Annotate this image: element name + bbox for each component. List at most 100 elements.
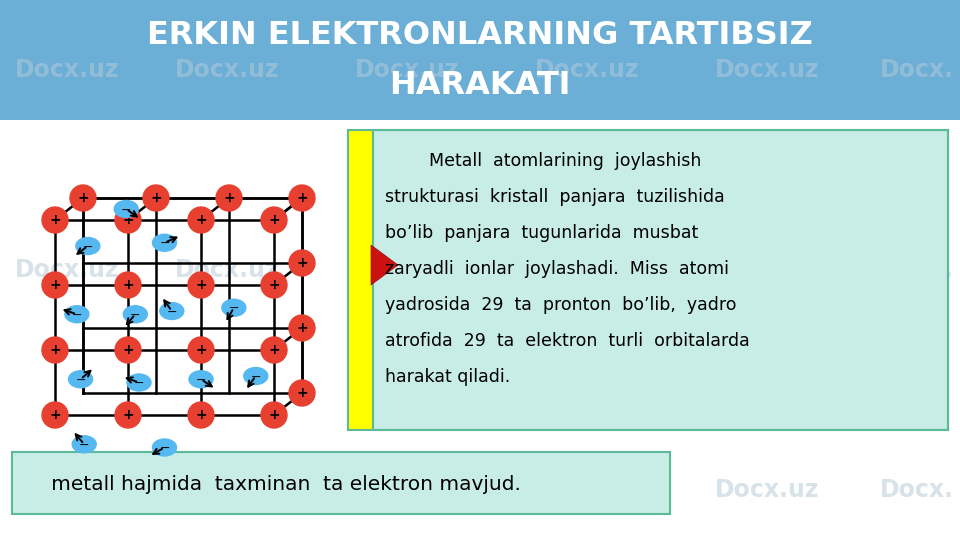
Text: −: − xyxy=(166,306,177,319)
Text: +: + xyxy=(268,213,279,227)
Circle shape xyxy=(115,207,141,233)
Text: Docx.uz: Docx.uz xyxy=(715,58,820,82)
Text: −: − xyxy=(133,377,144,390)
Text: +: + xyxy=(195,408,206,422)
Text: Docx.: Docx. xyxy=(880,478,954,502)
FancyBboxPatch shape xyxy=(348,130,373,430)
Text: +: + xyxy=(122,213,133,227)
Text: −: − xyxy=(159,237,170,250)
Ellipse shape xyxy=(65,306,89,323)
Circle shape xyxy=(188,402,214,428)
Text: ERKIN ELEKTRONLARNING TARTIBSIZ: ERKIN ELEKTRONLARNING TARTIBSIZ xyxy=(147,19,813,51)
Ellipse shape xyxy=(159,302,183,320)
Text: +: + xyxy=(297,191,308,205)
Ellipse shape xyxy=(244,368,268,384)
Circle shape xyxy=(143,185,169,211)
Circle shape xyxy=(115,337,141,363)
Text: Docx.uz: Docx.uz xyxy=(535,58,639,82)
Text: Docx.uz: Docx.uz xyxy=(715,258,820,282)
Text: Docx.uz: Docx.uz xyxy=(175,58,279,82)
Text: +: + xyxy=(268,278,279,292)
Text: Docx.uz: Docx.uz xyxy=(175,258,279,282)
Text: +: + xyxy=(268,408,279,422)
Text: Docx.uz: Docx.uz xyxy=(355,258,460,282)
Text: Docx.: Docx. xyxy=(880,258,954,282)
Text: +: + xyxy=(122,278,133,292)
Circle shape xyxy=(261,272,287,298)
Text: Docx.uz: Docx.uz xyxy=(355,58,460,82)
Text: Docx.uz: Docx.uz xyxy=(15,58,119,82)
Polygon shape xyxy=(371,245,398,285)
Circle shape xyxy=(115,272,141,298)
Ellipse shape xyxy=(153,439,177,456)
Text: −: − xyxy=(130,309,140,322)
Text: +: + xyxy=(77,191,89,205)
Ellipse shape xyxy=(114,200,138,218)
Circle shape xyxy=(42,272,68,298)
Text: +: + xyxy=(297,321,308,335)
Circle shape xyxy=(289,380,315,406)
Circle shape xyxy=(42,207,68,233)
Text: +: + xyxy=(195,343,206,357)
Text: strukturasi  kristall  panjara  tuzilishida: strukturasi kristall panjara tuzilishida xyxy=(385,188,725,206)
Text: Docx.uz: Docx.uz xyxy=(535,478,639,502)
Text: atrofida  29  ta  elektron  turli  orbitalarda: atrofida 29 ta elektron turli orbitalard… xyxy=(385,332,750,350)
Circle shape xyxy=(261,402,287,428)
Ellipse shape xyxy=(68,371,92,388)
Ellipse shape xyxy=(76,238,100,254)
Circle shape xyxy=(289,315,315,341)
Text: +: + xyxy=(49,213,60,227)
Text: metall hajmida  taxminan  ta elektron mavjud.: metall hajmida taxminan ta elektron mavj… xyxy=(32,476,521,495)
Text: +: + xyxy=(122,343,133,357)
Ellipse shape xyxy=(127,374,151,391)
Text: −: − xyxy=(159,442,170,455)
Text: +: + xyxy=(268,343,279,357)
Text: bo’lib  panjara  tugunlarida  musbat: bo’lib panjara tugunlarida musbat xyxy=(385,224,698,242)
Text: +: + xyxy=(297,256,308,270)
Text: −: − xyxy=(196,374,206,387)
Circle shape xyxy=(188,272,214,298)
Circle shape xyxy=(261,207,287,233)
Text: +: + xyxy=(195,213,206,227)
Text: +: + xyxy=(150,191,162,205)
Text: Docx.uz: Docx.uz xyxy=(15,478,119,502)
Text: Docx.uz: Docx.uz xyxy=(535,258,639,282)
Text: zaryadli  ionlar  joylashadi.  Miss  atomi: zaryadli ionlar joylashadi. Miss atomi xyxy=(385,260,729,278)
Text: Docx.uz: Docx.uz xyxy=(715,478,820,502)
Text: +: + xyxy=(49,278,60,292)
Text: Metall  atomlarining  joylashish: Metall atomlarining joylashish xyxy=(385,152,702,170)
Text: −: − xyxy=(72,309,83,322)
Text: −: − xyxy=(228,302,239,315)
Circle shape xyxy=(188,207,214,233)
FancyBboxPatch shape xyxy=(0,0,960,120)
Ellipse shape xyxy=(189,371,213,388)
Text: Docx.uz: Docx.uz xyxy=(355,478,460,502)
Text: Docx.: Docx. xyxy=(880,58,954,82)
Circle shape xyxy=(115,402,141,428)
FancyBboxPatch shape xyxy=(0,120,960,540)
Text: +: + xyxy=(195,278,206,292)
Circle shape xyxy=(289,185,315,211)
FancyBboxPatch shape xyxy=(12,452,670,514)
Text: −: − xyxy=(75,374,85,387)
Circle shape xyxy=(42,402,68,428)
Text: −: − xyxy=(79,438,89,452)
Ellipse shape xyxy=(153,234,177,251)
Text: +: + xyxy=(122,408,133,422)
Ellipse shape xyxy=(123,306,147,323)
Text: −: − xyxy=(251,370,261,383)
Text: −: − xyxy=(83,240,93,253)
Ellipse shape xyxy=(222,299,246,316)
Text: yadrosida  29  ta  pronton  bo’lib,  yadro: yadrosida 29 ta pronton bo’lib, yadro xyxy=(385,296,736,314)
Text: +: + xyxy=(49,408,60,422)
Circle shape xyxy=(42,337,68,363)
FancyBboxPatch shape xyxy=(373,130,948,430)
Text: +: + xyxy=(297,386,308,400)
Circle shape xyxy=(216,185,242,211)
Text: HARAKATI: HARAKATI xyxy=(389,70,571,100)
Text: Docx.uz: Docx.uz xyxy=(175,478,279,502)
Text: +: + xyxy=(49,343,60,357)
Circle shape xyxy=(261,337,287,363)
Circle shape xyxy=(289,250,315,276)
Text: −: − xyxy=(121,204,132,217)
